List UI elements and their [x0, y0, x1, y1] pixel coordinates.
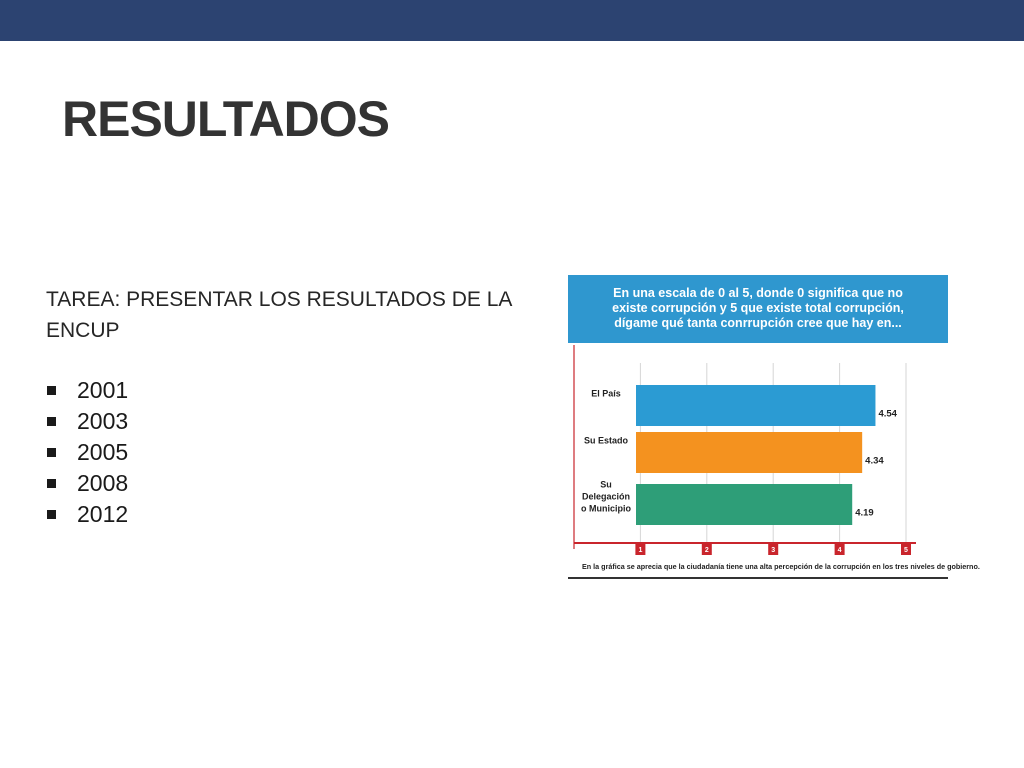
chart-bottom-rule	[568, 577, 948, 579]
bar-value-label: 4.54	[878, 409, 897, 420]
list-item: 2012	[46, 499, 128, 530]
x-tick-label: 1	[638, 547, 642, 554]
year-label: 2012	[77, 501, 129, 527]
top-banner	[0, 0, 1024, 41]
x-tick-box	[701, 542, 712, 555]
square-bullet-icon	[47, 479, 56, 488]
list-item: 2003	[46, 406, 128, 437]
year-label: 2003	[77, 408, 129, 434]
bar	[636, 432, 863, 473]
list-item: 2005	[46, 437, 128, 468]
years-list: 2001 2003 2005 2008 2012	[46, 375, 128, 530]
x-tick-label: 5	[904, 547, 908, 554]
square-bullet-icon	[47, 386, 56, 395]
square-bullet-icon	[47, 510, 56, 519]
category-label: El País	[591, 389, 621, 399]
list-item: 2001	[46, 375, 128, 406]
year-label: 2001	[77, 377, 129, 403]
x-tick-box	[768, 542, 779, 555]
bar	[636, 385, 876, 426]
bar-value-label: 4.19	[855, 508, 874, 519]
x-tick-label: 2	[705, 547, 709, 554]
slide-title: RESULTADOS	[62, 91, 390, 147]
x-tick-label: 4	[838, 547, 842, 554]
chart-title: En una escala de 0 al 5, donde 0 signifi…	[612, 286, 904, 330]
x-tick-box	[834, 542, 845, 555]
square-bullet-icon	[47, 448, 56, 457]
x-tick-box	[635, 542, 646, 555]
chart-footnote: En la gráfica se aprecia que la ciudadan…	[582, 562, 980, 571]
chart-plot: 1 2 3 4 5 4.54 El País 4.34 Su Estado 4.19 Su Deleg…	[573, 345, 916, 555]
list-item: 2008	[46, 468, 128, 499]
bar	[636, 484, 853, 525]
category-label: Su Estado	[584, 436, 629, 446]
task-text: TAREA: PRESENTAR LOS RESULTADOS DE LA EN…	[46, 288, 512, 342]
chart-question-header: En una escala de 0 al 5, donde 0 signifi…	[568, 275, 948, 343]
square-bullet-icon	[47, 417, 56, 426]
year-label: 2008	[77, 470, 129, 496]
corruption-chart: En una escala de 0 al 5, donde 0 signifi…	[568, 275, 980, 580]
x-tick-label: 3	[771, 547, 775, 554]
year-label: 2005	[77, 439, 129, 465]
category-label: Su Delegación o Municipio	[581, 480, 631, 514]
x-tick-box	[901, 542, 911, 555]
bar-value-label: 4.34	[865, 456, 884, 467]
